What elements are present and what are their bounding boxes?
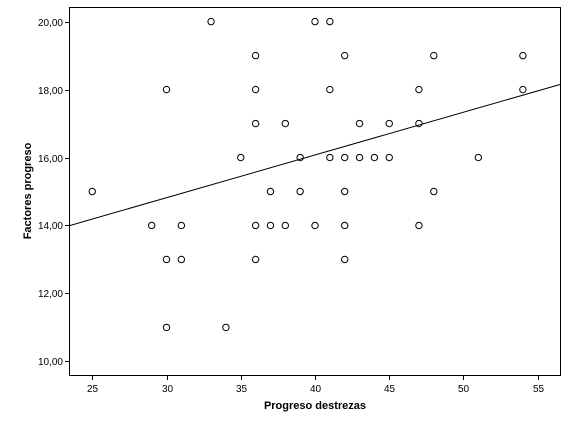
data-point — [326, 85, 334, 94]
y-tick-label: 12,00 — [38, 289, 63, 300]
data-point — [162, 323, 171, 332]
data-point — [355, 119, 364, 128]
data-point — [251, 255, 260, 264]
x-axis: 25 30 35 40 45 50 55 — [87, 375, 545, 395]
data-point — [251, 221, 260, 230]
data-point — [340, 255, 349, 264]
data-point — [519, 51, 527, 60]
data-point — [162, 85, 171, 94]
data-point — [430, 51, 438, 60]
data-point — [370, 153, 379, 162]
data-point — [296, 153, 304, 162]
data-point — [519, 85, 527, 94]
data-point — [385, 153, 393, 162]
y-tick-label: 18,00 — [38, 86, 63, 97]
data-point — [296, 187, 304, 196]
x-tick-label: 35 — [236, 384, 248, 395]
x-tick-label: 40 — [310, 384, 322, 395]
data-point — [340, 221, 349, 230]
data-point — [177, 255, 186, 264]
regression-line — [69, 83, 561, 226]
x-tick-label: 45 — [384, 384, 396, 395]
x-axis-label: Progreso destrezas — [264, 400, 366, 412]
x-tick-label: 30 — [162, 384, 174, 395]
data-point — [430, 187, 438, 196]
data-point — [311, 17, 319, 26]
data-point — [281, 119, 290, 128]
y-tick-label: 14,00 — [38, 221, 63, 232]
y-axis: 10,00 12,00 14,00 16,00 18,00 20,00 — [38, 18, 70, 368]
data-point — [474, 153, 483, 162]
y-axis-label: Factores progreso — [22, 142, 34, 239]
data-point — [147, 221, 156, 230]
data-point — [266, 187, 275, 196]
data-point — [340, 187, 349, 196]
data-point — [266, 221, 275, 230]
data-point — [251, 85, 260, 94]
data-point — [326, 17, 334, 26]
data-point — [415, 221, 423, 230]
data-point — [162, 255, 171, 264]
data-point — [237, 153, 245, 162]
data-point — [385, 119, 393, 128]
data-point — [281, 221, 290, 230]
data-points — [88, 17, 527, 332]
y-tick-label: 20,00 — [38, 18, 63, 29]
y-tick-label: 16,00 — [38, 154, 63, 165]
x-tick-label: 50 — [458, 384, 470, 395]
data-point — [340, 51, 349, 60]
data-point — [207, 17, 215, 26]
x-tick-label: 55 — [533, 384, 545, 395]
y-tick-label: 10,00 — [38, 357, 63, 368]
data-point — [355, 153, 364, 162]
data-point — [340, 153, 349, 162]
data-point — [88, 187, 96, 196]
data-point — [415, 119, 423, 128]
data-point — [311, 221, 319, 230]
data-point — [177, 221, 186, 230]
data-point — [222, 323, 230, 332]
x-tick-label: 25 — [87, 384, 99, 395]
data-point — [251, 119, 260, 128]
data-point — [415, 85, 423, 94]
data-point — [251, 51, 260, 60]
data-point — [326, 153, 334, 162]
